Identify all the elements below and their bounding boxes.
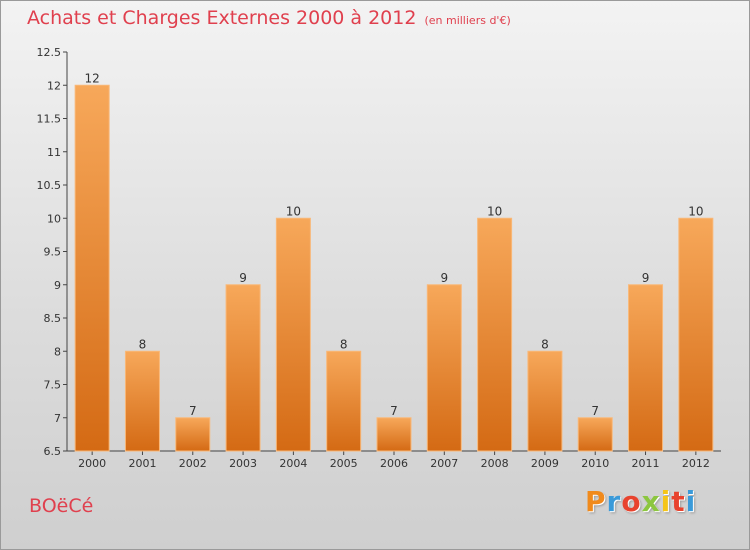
value-label-2011: 9 xyxy=(642,271,650,285)
value-label-2002: 7 xyxy=(189,404,197,418)
y-tick-label: 9 xyxy=(54,279,61,292)
labels: 12 8 7 9 10 8 7 9 10 8 7 9 10 xyxy=(85,71,704,418)
value-label-2006: 7 xyxy=(390,404,398,418)
value-label-2008: 10 xyxy=(487,204,502,218)
logo-letter: x xyxy=(641,485,661,518)
bars xyxy=(74,84,714,452)
bar-2009 xyxy=(527,350,563,452)
x-tick-label-2005: 2005 xyxy=(330,457,358,470)
y-tick-label: 12 xyxy=(47,79,61,92)
bar-2002 xyxy=(175,417,211,452)
bar-2008 xyxy=(477,217,513,452)
bar-2005 xyxy=(326,350,362,452)
commune-name: BOëCé xyxy=(29,495,94,517)
value-label-2009: 8 xyxy=(541,337,549,351)
x-tick-label-2003: 2003 xyxy=(229,457,257,470)
x-tick-label-2012: 2012 xyxy=(682,457,710,470)
value-label-2012: 10 xyxy=(688,204,703,218)
logo-letter: i xyxy=(685,485,697,518)
y-tick-label: 8.5 xyxy=(44,312,62,325)
value-label-2001: 8 xyxy=(139,337,147,351)
bar-2003 xyxy=(225,284,261,452)
bar-2001 xyxy=(124,350,160,452)
logo-letter: P xyxy=(585,485,607,518)
x-tick-label-2006: 2006 xyxy=(380,457,408,470)
value-label-2003: 9 xyxy=(239,271,247,285)
y-tick-label: 11.5 xyxy=(37,113,62,126)
x-tick-label-2009: 2009 xyxy=(531,457,559,470)
y-tick-label: 10.5 xyxy=(37,179,62,192)
y-tick-label: 10 xyxy=(47,212,61,225)
bar-2004 xyxy=(275,217,311,452)
x-tick-label-2010: 2010 xyxy=(581,457,609,470)
x-tick-label-2011: 2011 xyxy=(632,457,660,470)
proxiti-logo: Proxiti xyxy=(585,485,696,518)
logo-letter: t xyxy=(671,485,686,518)
bar-2012 xyxy=(678,217,714,452)
y-tick-label: 6.5 xyxy=(44,445,62,458)
y-tick-label: 11 xyxy=(47,146,61,159)
bar-2010 xyxy=(577,417,613,452)
x-tick-label-2007: 2007 xyxy=(430,457,458,470)
value-label-2000: 12 xyxy=(85,71,100,85)
bar-2007 xyxy=(426,284,462,452)
logo-letter: o xyxy=(621,485,642,518)
value-label-2010: 7 xyxy=(591,404,599,418)
y-tick-label: 9.5 xyxy=(44,246,62,259)
chart-title: Achats et Charges Externes 2000 à 2012 xyxy=(27,7,417,29)
chart-subtitle: (en milliers d'€) xyxy=(424,14,511,27)
logo-letter: i xyxy=(660,485,672,518)
x-tick-label-2001: 2001 xyxy=(128,457,156,470)
logo-letter: r xyxy=(606,485,622,518)
bar-2000 xyxy=(74,84,110,452)
bar-2006 xyxy=(376,417,412,452)
value-label-2005: 8 xyxy=(340,337,348,351)
y-tick-label: 7 xyxy=(54,412,61,425)
value-label-2004: 10 xyxy=(286,204,301,218)
x-tick-label-2008: 2008 xyxy=(481,457,509,470)
x-tick-label-2004: 2004 xyxy=(279,457,307,470)
value-label-2007: 9 xyxy=(440,271,448,285)
y-tick-label: 8 xyxy=(54,345,61,358)
y-tick-label: 7.5 xyxy=(44,379,62,392)
page-title: Achats et Charges Externes 2000 à 2012 (e… xyxy=(27,7,511,29)
x-tick-label-2000: 2000 xyxy=(78,457,106,470)
bar-2011 xyxy=(628,284,664,452)
y-tick-label: 12.5 xyxy=(37,46,62,59)
x-tick-label-2002: 2002 xyxy=(179,457,207,470)
